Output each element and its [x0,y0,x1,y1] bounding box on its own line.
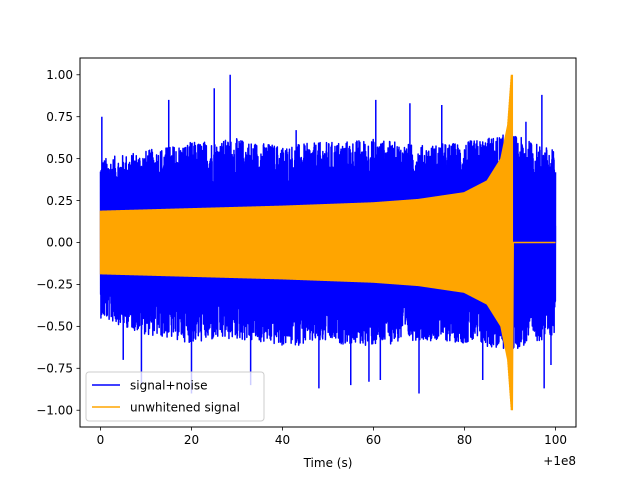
x-tick-label: 60 [366,433,381,447]
x-axis-offset-label: +1e8 [543,454,576,468]
series-unwhitened-signal [99,74,556,411]
y-tick-label: 0.50 [46,152,73,166]
series-signal-noise [99,74,557,394]
y-tick-label: −1.00 [36,403,73,417]
x-tick-label: 40 [275,433,290,447]
x-axis: 0 20 40 60 80 100 [97,427,567,447]
y-tick-label: 1.00 [46,68,73,82]
y-tick-label: 0.75 [46,110,73,124]
x-tick-label: 100 [544,433,567,447]
x-tick-label: 20 [184,433,199,447]
legend-label-signal-noise: signal+noise [130,379,207,393]
legend-label-unwhitened-signal: unwhitened signal [130,401,240,415]
y-tick-label: 0.25 [46,194,73,208]
y-tick-label: −0.25 [36,278,73,292]
legend-frame [85,371,265,422]
x-tick-label: 80 [457,433,472,447]
y-tick-label: −0.75 [36,361,73,375]
plot-area [99,74,557,411]
legend: signal+noise unwhitened signal [85,371,265,422]
x-axis-label: Time (s) [303,456,353,470]
x-tick-label: 0 [97,433,105,447]
y-tick-label: 0.00 [46,236,73,250]
y-tick-label: −0.50 [36,320,73,334]
y-axis: −1.00 −0.75 −0.50 −0.25 0.00 0.25 0.50 0.75 1.00 [36,68,80,417]
